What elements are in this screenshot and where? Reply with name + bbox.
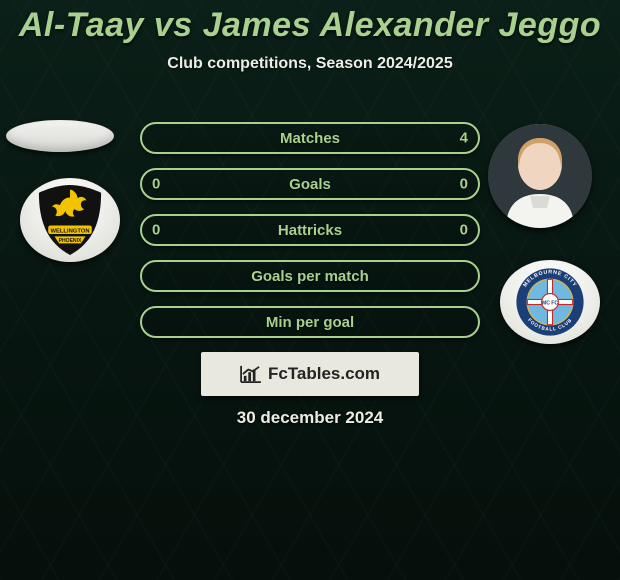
player-silhouette-icon	[488, 124, 592, 228]
content-root: Al-Taay vs James Alexander Jeggo Club co…	[0, 0, 620, 580]
page-subtitle: Club competitions, Season 2024/2025	[0, 55, 620, 73]
stat-label: Goals per match	[251, 268, 369, 285]
melbourne-city-icon: MC FC MELBOURNE CITY FOOTBALL CLUB	[508, 265, 592, 339]
stat-row: 0 Goals 0	[140, 168, 480, 200]
svg-text:WELLINGTON: WELLINGTON	[50, 228, 89, 234]
stat-row: 0 Hattricks 0	[140, 214, 480, 246]
stat-value-right: 0	[460, 222, 468, 239]
stat-row: Goals per match	[140, 260, 480, 292]
player1-club-logo: WELLINGTON PHOENIX	[20, 178, 120, 262]
player2-avatar	[488, 124, 592, 228]
stat-value-left: 0	[152, 222, 160, 239]
stat-label: Hattricks	[278, 222, 342, 239]
stat-row: Min per goal	[140, 306, 480, 338]
stat-value-right: 4	[460, 130, 468, 147]
chart-icon	[240, 365, 262, 383]
stat-label: Goals	[289, 176, 331, 193]
svg-text:MC FC: MC FC	[542, 301, 558, 307]
stat-label: Matches	[280, 130, 340, 147]
brand-text: FcTables.com	[268, 364, 380, 384]
page-title: Al-Taay vs James Alexander Jeggo	[0, 0, 620, 45]
svg-text:PHOENIX: PHOENIX	[59, 238, 82, 244]
stat-value-left: 0	[152, 176, 160, 193]
stats-table: Matches 4 0 Goals 0 0 Hattricks 0 Goals per matc…	[140, 122, 480, 352]
wellington-phoenix-icon: WELLINGTON PHOENIX	[31, 185, 109, 255]
player1-avatar	[6, 120, 114, 152]
brand-badge[interactable]: FcTables.com	[201, 352, 419, 396]
stat-label: Min per goal	[266, 314, 354, 331]
stat-value-right: 0	[460, 176, 468, 193]
generated-date: 30 december 2024	[0, 408, 620, 428]
stat-row: Matches 4	[140, 122, 480, 154]
player2-club-logo: MC FC MELBOURNE CITY FOOTBALL CLUB	[500, 260, 600, 344]
